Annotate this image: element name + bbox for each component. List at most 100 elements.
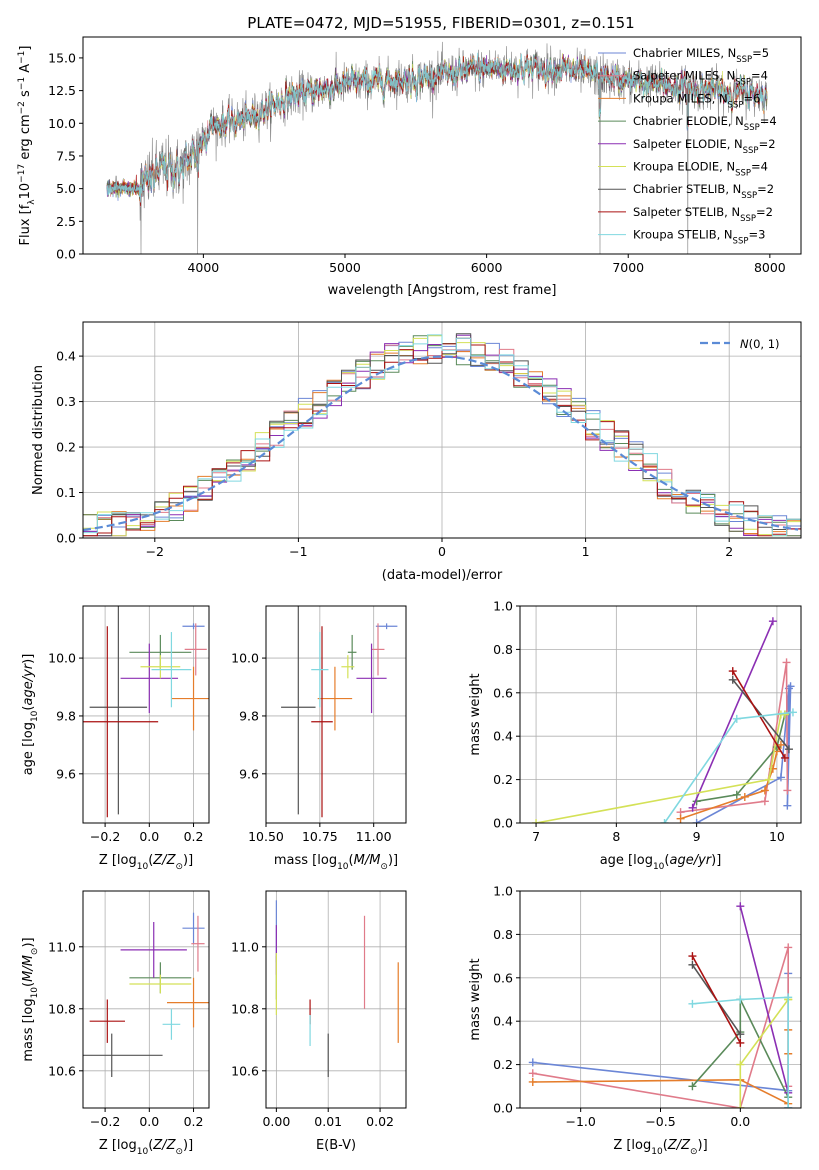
series-line xyxy=(535,713,785,823)
y-tick-label: 0.0 xyxy=(56,247,76,262)
chart-age-vs-z: −0.2 0.0 0.2 9.6 9.8 10.0 Z [log10(Z/Z⊙)] age [… xyxy=(21,605,210,872)
y-tick-label: 10.8 xyxy=(48,1001,76,1016)
legend-entry: Salpeter MILES, NSSP=4 xyxy=(633,69,768,88)
x-tick-label: 2 xyxy=(725,544,733,559)
series-marker xyxy=(528,1069,537,1078)
x-tick-label: 6000 xyxy=(471,260,503,275)
series-marker xyxy=(788,708,797,717)
series-marker xyxy=(784,943,793,952)
spectrum-model-line xyxy=(106,52,768,203)
series-marker xyxy=(736,1030,745,1039)
series-line xyxy=(732,670,786,759)
y-tick-label: 0.0 xyxy=(56,531,76,546)
series-marker xyxy=(732,790,741,799)
series-marker xyxy=(768,617,777,626)
y-axis-label: mass weight xyxy=(468,673,483,755)
y-tick-label: 0.2 xyxy=(56,440,76,455)
series-marker xyxy=(728,675,737,684)
x-axis-label: Z [log10(Z/Z⊙)] xyxy=(99,853,193,872)
x-axis-label: Z [log10(Z/Z⊙)] xyxy=(613,1138,707,1157)
y-tick-label: 0.0 xyxy=(493,1101,513,1116)
y-tick-label: 10.6 xyxy=(48,1063,76,1078)
legend-entry: Kroupa MILES, NSSP=6 xyxy=(633,91,760,110)
series-marker xyxy=(692,819,701,823)
y-tick-label: 0.3 xyxy=(56,394,76,409)
series-marker xyxy=(528,1058,537,1067)
series-line xyxy=(692,996,789,1108)
series-marker xyxy=(764,775,773,784)
chart-massweight-vs-z: −1.0 −0.5 0.0 0.0 0.2 0.4 0.6 0.8 1.0 Z [log10(Z/… xyxy=(468,884,802,1157)
series-marker xyxy=(728,667,737,676)
series-marker xyxy=(780,753,789,762)
mass-vs-z-points xyxy=(83,912,209,1077)
hist-legend: N(0, 1) xyxy=(700,337,780,351)
series-marker xyxy=(782,658,791,667)
y-tick-label: 9.8 xyxy=(239,708,259,723)
x-tick-label: 0 xyxy=(438,544,446,559)
x-tick-label: −0.5 xyxy=(645,1114,675,1129)
chart-massweight-vs-age: 7 8 9 10 0.0 0.2 0.4 0.6 0.8 1.0 age [log10(age/yr… xyxy=(468,599,802,872)
y-tick-label: 0.2 xyxy=(493,772,513,787)
x-tick-label: 7000 xyxy=(612,260,644,275)
series-marker xyxy=(760,786,769,795)
y-axis-label: mass weight xyxy=(468,958,483,1040)
massweight-vs-z-series xyxy=(528,902,793,1108)
series-marker xyxy=(688,803,697,812)
y-tick-label: 10.0 xyxy=(48,651,76,666)
legend-entry: Chabrier MILES, NSSP=5 xyxy=(633,46,769,65)
series-line xyxy=(691,620,774,809)
legend-entry: Chabrier ELODIE, NSSP=4 xyxy=(633,114,777,133)
y-tick-label: 10.8 xyxy=(231,1001,259,1016)
y-tick-label: 10.0 xyxy=(231,651,259,666)
y-tick-label: 10.6 xyxy=(231,1063,259,1078)
grid-lines xyxy=(520,890,801,1109)
y-tick-label: 1.0 xyxy=(493,599,513,614)
legend-entry: Kroupa STELIB, NSSP=3 xyxy=(633,228,765,247)
series-marker xyxy=(736,995,745,1004)
axes-frame xyxy=(82,321,802,539)
axes-frame xyxy=(82,890,210,1109)
axes-frame xyxy=(265,890,407,1109)
x-axis-label: E(B-V) xyxy=(316,1138,356,1153)
series-marker xyxy=(783,786,792,795)
series-line xyxy=(691,955,742,1044)
series-marker xyxy=(783,801,792,810)
chart-mass-vs-ebv: 0.00 0.01 0.02 10.6 10.8 11.0 E(B-V) xyxy=(231,890,407,1153)
series-marker xyxy=(760,797,769,806)
x-tick-label: 10 xyxy=(769,829,785,844)
y-tick-label: 15.0 xyxy=(48,50,76,65)
series-line xyxy=(691,999,789,1098)
series-marker xyxy=(736,1060,745,1069)
y-axis-label: age [log10(age/yr)] xyxy=(21,654,40,776)
axes-frame xyxy=(82,36,802,255)
series-marker xyxy=(740,792,749,801)
y-tick-label: 0.4 xyxy=(493,729,513,744)
x-tick-label: −0.2 xyxy=(90,1114,120,1129)
grid-lines xyxy=(83,891,209,1108)
y-tick-label: 11.0 xyxy=(48,939,76,954)
series-marker xyxy=(736,902,745,911)
series-line xyxy=(732,679,790,750)
x-tick-label: −1 xyxy=(289,544,307,559)
x-tick-label: 5000 xyxy=(329,260,361,275)
chart-spectrum: 4000 5000 6000 7000 8000 0.0 2.5 5.0 7.5 10.0 12.5… xyxy=(17,36,802,298)
series-marker xyxy=(784,745,793,754)
chart-residual-hist: −2 −1 0 1 2 0.0 0.1 0.2 0.3 0.4 N(0, 1) (data-model… xyxy=(31,321,802,583)
y-axis-label: mass [log10(M/M⊙)] xyxy=(21,937,40,1061)
series-marker xyxy=(660,819,669,823)
y-tick-label: 9.6 xyxy=(239,766,259,781)
grid-lines xyxy=(83,606,209,823)
series-marker xyxy=(532,819,541,823)
chart-age-vs-mass: 10.50 10.75 11.00 9.6 9.8 10.0 mass [log10(M/M… xyxy=(231,605,407,872)
y-tick-label: 0.8 xyxy=(493,927,513,942)
x-tick-label: 10.75 xyxy=(302,829,338,844)
x-tick-label: 1 xyxy=(582,544,590,559)
y-tick-label: 0.8 xyxy=(493,642,513,657)
y-tick-label: 9.6 xyxy=(56,766,76,781)
x-axis-label: (data-model)/error xyxy=(382,568,503,583)
x-axis-label: mass [log10(M/M⊙)] xyxy=(274,853,398,872)
y-tick-label: 10.0 xyxy=(48,116,76,131)
series-marker xyxy=(776,740,785,749)
x-axis-label: wavelength [Angstrom, rest frame] xyxy=(328,283,557,298)
x-tick-label: 0.02 xyxy=(366,1114,394,1129)
